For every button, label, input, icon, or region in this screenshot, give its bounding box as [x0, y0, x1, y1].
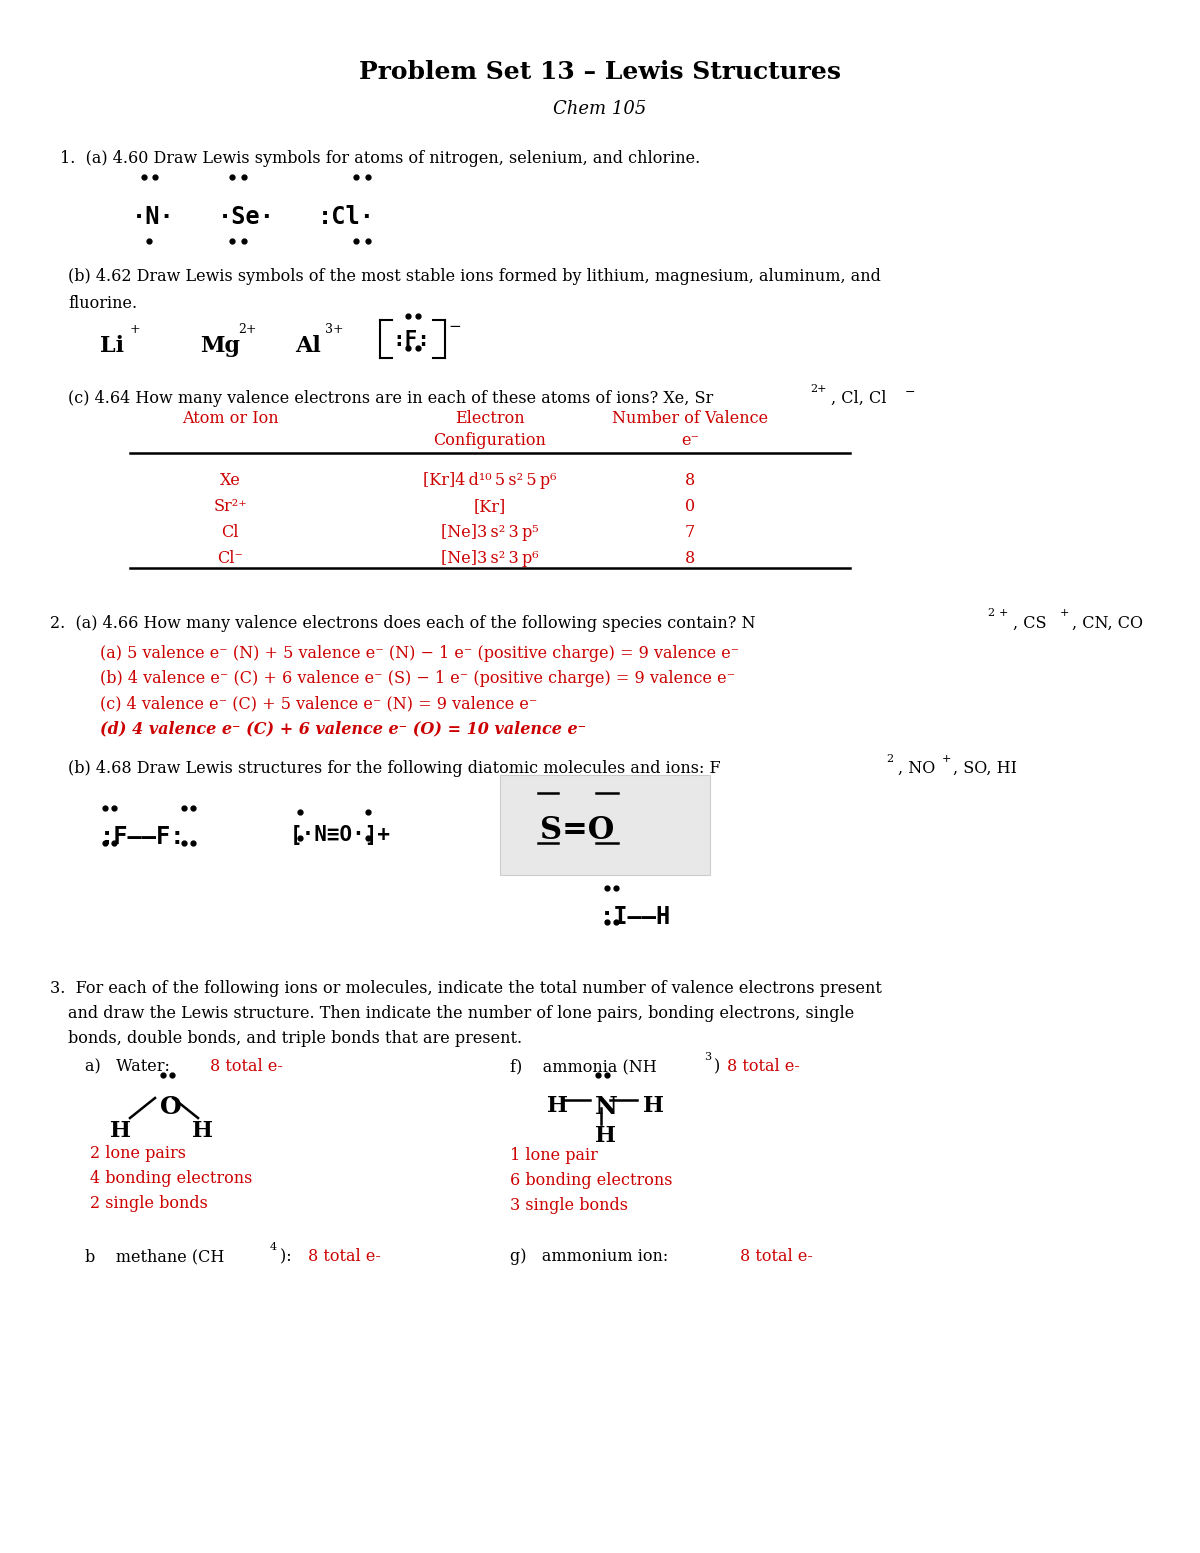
Text: 1.  (a) 4.60 Draw Lewis symbols for atoms of nitrogen, selenium, and chlorine.: 1. (a) 4.60 Draw Lewis symbols for atoms… [60, 151, 701, 168]
Text: −: − [905, 387, 916, 399]
Text: 3+: 3+ [325, 323, 343, 335]
Text: f)    ammonia (NH: f) ammonia (NH [510, 1058, 656, 1075]
Text: (b) 4.62 Draw Lewis symbols of the most stable ions formed by lithium, magnesium: (b) 4.62 Draw Lewis symbols of the most … [68, 269, 881, 286]
Text: 6 bonding electrons: 6 bonding electrons [510, 1173, 672, 1190]
Text: +: + [1060, 609, 1069, 618]
Text: H: H [547, 1095, 568, 1117]
Text: , NO: , NO [898, 759, 935, 776]
Text: S=O: S=O [540, 815, 614, 846]
Text: Problem Set 13 – Lewis Structures: Problem Set 13 – Lewis Structures [359, 61, 841, 84]
Text: 2: 2 [886, 755, 893, 764]
Text: bonds, double bonds, and triple bonds that are present.: bonds, double bonds, and triple bonds th… [68, 1030, 522, 1047]
Text: 8 total e-: 8 total e- [210, 1058, 283, 1075]
Text: (c) 4.64 How many valence electrons are in each of these atoms of ions? Xe, Sr: (c) 4.64 How many valence electrons are … [68, 390, 713, 407]
Text: , CS: , CS [1013, 615, 1046, 632]
Text: O: O [160, 1095, 181, 1120]
Text: 3 single bonds: 3 single bonds [510, 1197, 628, 1214]
Text: , Cl, Cl: , Cl, Cl [830, 390, 887, 407]
Text: (b) 4.68 Draw Lewis structures for the following diatomic molecules and ions: F: (b) 4.68 Draw Lewis structures for the f… [68, 759, 721, 776]
FancyBboxPatch shape [500, 775, 710, 874]
Text: 2+: 2+ [810, 384, 827, 394]
Text: [·N≡O·]+: [·N≡O·]+ [290, 825, 391, 845]
Text: 4 bonding electrons: 4 bonding electrons [90, 1169, 252, 1186]
Text: and draw the Lewis structure. Then indicate the number of lone pairs, bonding el: and draw the Lewis structure. Then indic… [68, 1005, 854, 1022]
Text: [Ne]3 s² 3 p⁶: [Ne]3 s² 3 p⁶ [442, 550, 539, 567]
Text: ·N·: ·N· [132, 205, 175, 228]
Text: 0: 0 [685, 499, 695, 516]
Text: (b) 4 valence e⁻ (C) + 6 valence e⁻ (S) − 1 e⁻ (positive charge) = 9 valence e⁻: (b) 4 valence e⁻ (C) + 6 valence e⁻ (S) … [100, 669, 736, 686]
Text: ·Se·: ·Se· [218, 205, 275, 228]
Text: (a) 5 valence e⁻ (N) + 5 valence e⁻ (N) − 1 e⁻ (positive charge) = 9 valence e⁻: (a) 5 valence e⁻ (N) + 5 valence e⁻ (N) … [100, 644, 739, 662]
Text: 2: 2 [986, 609, 994, 618]
Text: H: H [192, 1120, 214, 1141]
Text: fluorine.: fluorine. [68, 295, 137, 312]
Text: Cl: Cl [221, 523, 239, 540]
Text: g)   ammonium ion:: g) ammonium ion: [510, 1249, 673, 1266]
Text: Al: Al [295, 335, 320, 357]
Text: 4: 4 [270, 1242, 277, 1252]
Text: N: N [595, 1095, 618, 1120]
Text: 8 total e-: 8 total e- [308, 1249, 380, 1266]
Text: Atom or Ion: Atom or Ion [181, 410, 278, 427]
Text: +: + [130, 323, 140, 335]
Text: H: H [643, 1095, 664, 1117]
Text: , SO, HI: , SO, HI [953, 759, 1018, 776]
Text: H: H [595, 1124, 616, 1148]
Text: 2 lone pairs: 2 lone pairs [90, 1145, 186, 1162]
Text: , CN, CO: , CN, CO [1072, 615, 1142, 632]
Text: (d) 4 valence e⁻ (C) + 6 valence e⁻ (O) = 10 valence e⁻: (d) 4 valence e⁻ (C) + 6 valence e⁻ (O) … [100, 721, 586, 738]
Text: Number of Valence: Number of Valence [612, 410, 768, 427]
Text: 8 total e-: 8 total e- [727, 1058, 800, 1075]
Text: ): ) [714, 1058, 725, 1075]
Text: 8 total e-: 8 total e- [740, 1249, 812, 1266]
Text: :F:: :F: [392, 329, 430, 349]
Text: :F——F:: :F——F: [100, 825, 186, 849]
Text: Configuration: Configuration [433, 432, 546, 449]
Text: (c) 4 valence e⁻ (C) + 5 valence e⁻ (N) = 9 valence e⁻: (c) 4 valence e⁻ (C) + 5 valence e⁻ (N) … [100, 696, 538, 711]
Text: ):: ): [280, 1249, 296, 1266]
Text: 3: 3 [704, 1051, 712, 1062]
Text: −: − [448, 320, 461, 334]
Text: [Ne]3 s² 3 p⁵: [Ne]3 s² 3 p⁵ [442, 523, 539, 540]
Text: :Cl·: :Cl· [318, 205, 374, 228]
Text: Chem 105: Chem 105 [553, 99, 647, 118]
Text: Electron: Electron [455, 410, 524, 427]
Text: Li: Li [100, 335, 124, 357]
Text: +: + [942, 755, 952, 764]
Text: 7: 7 [685, 523, 695, 540]
Text: b    methane (CH: b methane (CH [85, 1249, 224, 1266]
Text: +: + [998, 609, 1008, 618]
Text: 2 single bonds: 2 single bonds [90, 1194, 208, 1211]
Text: 2.  (a) 4.66 How many valence electrons does each of the following species conta: 2. (a) 4.66 How many valence electrons d… [50, 615, 756, 632]
Text: 1 lone pair: 1 lone pair [510, 1148, 598, 1165]
Text: 3.  For each of the following ions or molecules, indicate the total number of va: 3. For each of the following ions or mol… [50, 980, 882, 997]
Text: [Kr]: [Kr] [474, 499, 506, 516]
Text: Cl⁻: Cl⁻ [217, 550, 244, 567]
Text: 8: 8 [685, 472, 695, 489]
Text: Mg: Mg [200, 335, 240, 357]
Text: :I——H: :I——H [600, 905, 671, 929]
Text: a)   Water:: a) Water: [85, 1058, 175, 1075]
Text: e⁻: e⁻ [682, 432, 698, 449]
Text: 8: 8 [685, 550, 695, 567]
Text: 2+: 2+ [238, 323, 257, 335]
Text: Xe: Xe [220, 472, 240, 489]
Text: Sr²⁺: Sr²⁺ [214, 499, 247, 516]
Text: [Kr]4 d¹⁰ 5 s² 5 p⁶: [Kr]4 d¹⁰ 5 s² 5 p⁶ [424, 472, 557, 489]
Text: H: H [110, 1120, 131, 1141]
